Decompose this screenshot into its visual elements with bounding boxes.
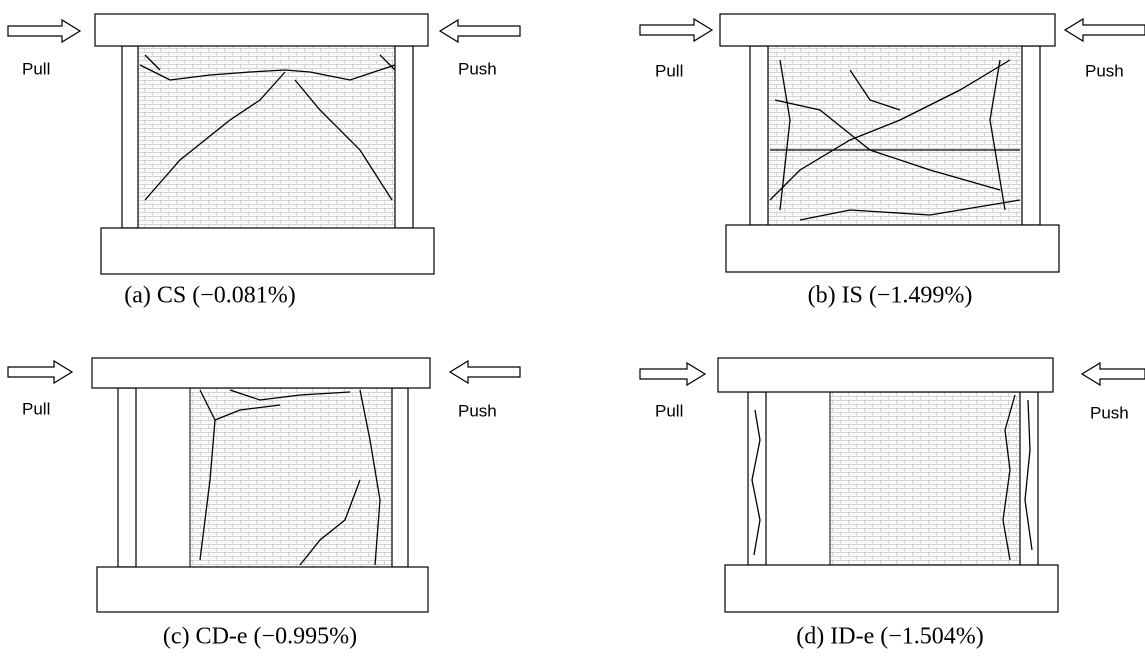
- crack: [989, 59, 1006, 211]
- foundation: [724, 564, 1059, 613]
- crack: [1002, 394, 1016, 561]
- pull-label: Pull: [22, 399, 50, 418]
- load-arrow: [7, 359, 74, 385]
- foundation: [100, 227, 435, 275]
- crack: [199, 389, 216, 561]
- top-beam: [719, 13, 1056, 47]
- crack: [229, 389, 351, 401]
- caption: (a) CS (−0.081%): [124, 283, 296, 309]
- specimen: [717, 357, 1059, 613]
- crack: [299, 479, 361, 566]
- top-beam: [94, 13, 429, 47]
- masonry-infill: [767, 45, 1023, 226]
- rc-column: [117, 387, 137, 568]
- load-arrow: [438, 18, 521, 44]
- pull-label: Pull: [22, 59, 50, 78]
- caption: (d) ID-e (−1.504%): [796, 624, 983, 650]
- push-label: Push: [458, 401, 497, 420]
- crack: [849, 69, 901, 111]
- crack: [359, 389, 381, 566]
- crack: [144, 54, 161, 71]
- crack: [214, 404, 281, 421]
- push-label: Push: [1085, 61, 1124, 80]
- crack: [284, 64, 396, 81]
- caption: (c) CD-e (−0.995%): [163, 624, 357, 650]
- pull-label: Pull: [655, 61, 683, 80]
- push-label: Push: [458, 59, 497, 78]
- crack: [769, 59, 1011, 201]
- foundation: [96, 566, 429, 613]
- load-arrow: [448, 359, 521, 385]
- load-arrow: [639, 361, 707, 387]
- rc-column: [394, 45, 414, 229]
- load-arrow: [639, 17, 714, 43]
- foundation: [725, 224, 1060, 273]
- load-arrow: [1080, 361, 1145, 387]
- rc-column: [1021, 45, 1041, 226]
- top-beam: [717, 357, 1054, 393]
- load-arrow: [1063, 17, 1145, 43]
- rc-column: [391, 387, 409, 568]
- rc-column: [749, 45, 769, 226]
- crack: [139, 64, 286, 81]
- specimen: [719, 13, 1060, 273]
- specimen: [94, 13, 435, 275]
- crack: [799, 199, 1021, 221]
- pull-label: Pull: [655, 401, 683, 420]
- masonry-infill: [137, 45, 396, 229]
- crack: [144, 71, 286, 201]
- crack: [751, 409, 761, 556]
- load-arrow: [7, 18, 82, 44]
- specimen: [91, 357, 431, 613]
- top-beam: [91, 357, 431, 389]
- crack: [294, 79, 393, 201]
- crack: [379, 54, 396, 71]
- masonry-infill: [829, 391, 1021, 566]
- push-label: Push: [1090, 403, 1129, 422]
- caption: (b) IS (−1.499%): [808, 283, 973, 309]
- crack: [1024, 399, 1033, 551]
- crack: [779, 59, 791, 211]
- masonry-infill: [189, 387, 393, 568]
- rc-column: [121, 45, 139, 229]
